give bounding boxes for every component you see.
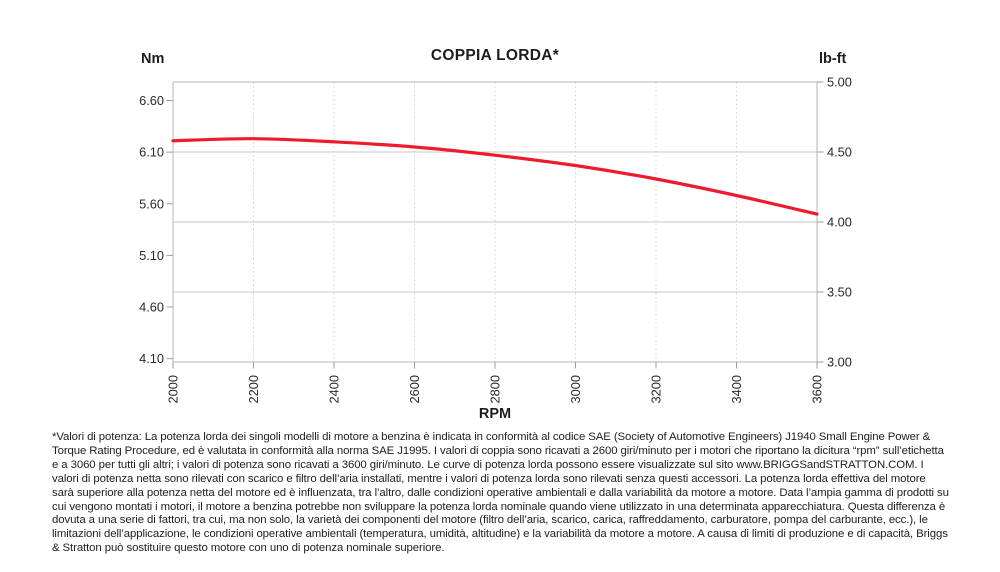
left-tick-label: 4.10	[139, 351, 164, 366]
x-axis-label: RPM	[478, 406, 512, 422]
x-tick-label: 2000	[166, 375, 181, 403]
right-axis-unit-label: lb-ft	[819, 51, 847, 67]
power-rating-footnote: *Valori di potenza: La potenza lorda dei…	[52, 431, 949, 555]
chart-title: COPPIA LORDA*	[430, 47, 560, 64]
x-tick-label: 2800	[488, 375, 503, 403]
right-tick-label: 3.50	[827, 285, 852, 300]
torque-curve-chart: 6.60 6.10 5.60 5.10 4.60 4.10 5.00 4.50 4.00 3.50…	[139, 75, 852, 404]
x-tick-label: 2200	[246, 375, 261, 403]
right-tick-label: 3.00	[827, 355, 852, 370]
left-tick-label: 5.60	[139, 196, 164, 211]
x-tick-label: 3400	[729, 375, 744, 403]
left-axis-unit-label: Nm	[141, 51, 165, 67]
x-tick-label: 3200	[649, 375, 664, 403]
left-tick-label: 4.60	[139, 300, 164, 315]
right-tick-label: 5.00	[827, 75, 852, 90]
torque-curve	[171, 137, 819, 216]
x-tick-label: 3000	[568, 375, 583, 403]
left-tick-label: 6.10	[139, 145, 164, 160]
left-tick-label: 6.60	[139, 93, 164, 108]
right-tick-label: 4.00	[827, 215, 852, 230]
x-tick-label: 2600	[407, 375, 422, 403]
x-tick-label: 2400	[327, 375, 342, 403]
left-tick-label: 5.10	[139, 248, 164, 263]
x-tick-label: 3600	[810, 375, 825, 403]
right-tick-label: 4.50	[827, 145, 852, 160]
